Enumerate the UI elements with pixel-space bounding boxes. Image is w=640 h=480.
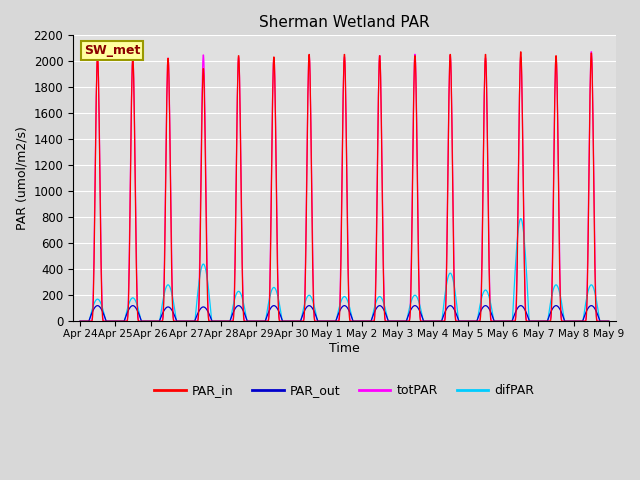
X-axis label: Time: Time xyxy=(329,342,360,355)
Text: SW_met: SW_met xyxy=(84,44,140,57)
Legend: PAR_in, PAR_out, totPAR, difPAR: PAR_in, PAR_out, totPAR, difPAR xyxy=(150,379,540,402)
Title: Sherman Wetland PAR: Sherman Wetland PAR xyxy=(259,15,429,30)
Y-axis label: PAR (umol/m2/s): PAR (umol/m2/s) xyxy=(15,126,28,230)
